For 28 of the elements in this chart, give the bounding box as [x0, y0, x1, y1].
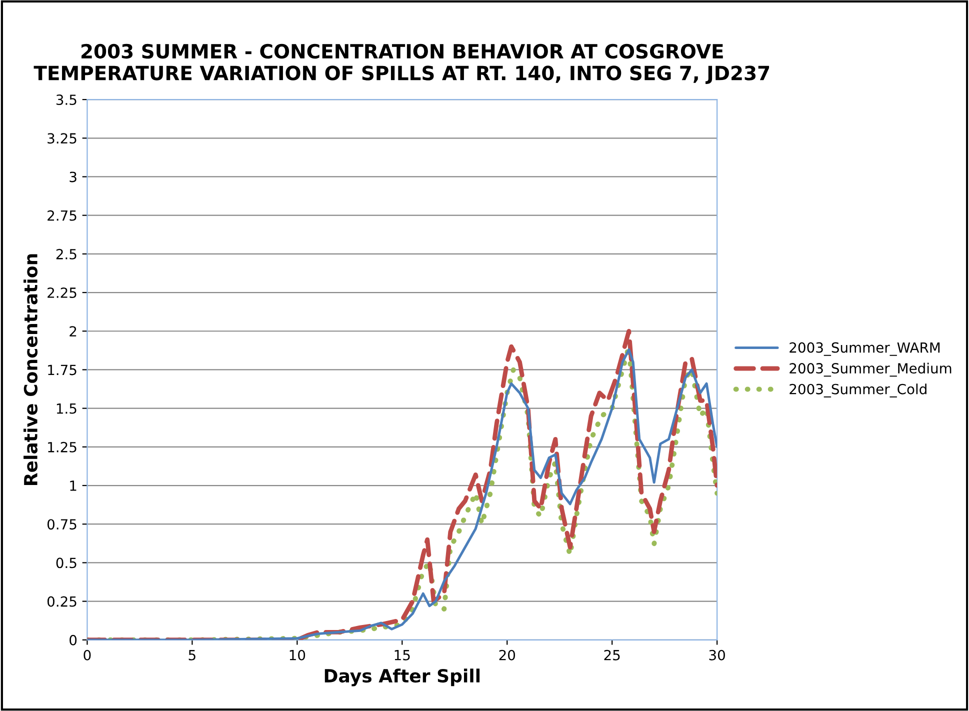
- legend-label: 2003_Summer_Cold: [790, 384, 926, 398]
- y-axis-title: Relative Concentration: [24, 254, 38, 485]
- x-tick-label: 25: [604, 650, 620, 660]
- x-axis-title: Days After Spill: [324, 668, 480, 686]
- y-tick-label: 3.25: [48, 133, 76, 144]
- y-tick-label: 2.5: [56, 248, 76, 260]
- y-tick-label: 1.25: [48, 442, 76, 452]
- y-tick-label: 1.75: [48, 364, 76, 376]
- y-tick-label: 2.25: [48, 287, 76, 298]
- x-tick-label: 30: [709, 650, 725, 660]
- y-tick-label: 3: [70, 172, 76, 182]
- y-tick-label: 1.5: [56, 403, 76, 414]
- x-tick-label: 5: [188, 650, 196, 660]
- y-tick-label: 2.75: [48, 210, 76, 221]
- x-tick-label: 20: [499, 650, 516, 660]
- legend-label: 2003_Summer_WARM: [790, 342, 940, 356]
- y-tick-label: 2: [70, 326, 76, 336]
- x-tick-label: 15: [394, 650, 410, 660]
- y-tick-label: 0.5: [56, 558, 76, 568]
- y-tick-label: 0.25: [47, 596, 76, 607]
- y-tick-label: 0.75: [47, 519, 76, 530]
- legend-label: 2003_Summer_Medium: [790, 362, 952, 377]
- y-tick-label: 3.5: [56, 94, 76, 106]
- chart-title: 2003 SUMMER - CONCENTRATION BEHAVIOR AT COSGROVE TEMPERATURE VARIATION OF SPILLS AT RT. 140, INTO SEG 7, JD237: [34, 44, 770, 84]
- y-tick-label: 1: [70, 480, 76, 491]
- x-tick-label: 0: [84, 650, 91, 660]
- y-tick-label: 0: [70, 634, 77, 646]
- x-tick-label: 10: [290, 650, 306, 660]
